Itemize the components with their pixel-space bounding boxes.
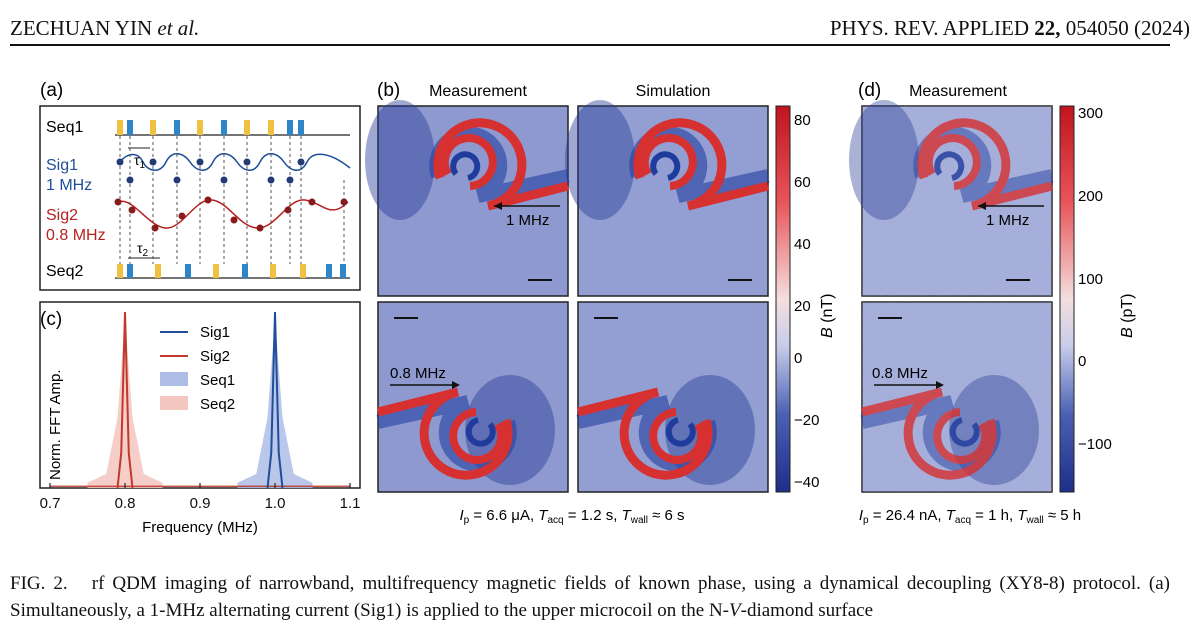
- panel-b-label: (b): [377, 80, 400, 101]
- colorbar-d-ticks: 300 200 100 0 −100: [1078, 105, 1112, 453]
- panel-b-col1-title: Measurement: [429, 83, 527, 100]
- chart-xlabel: Frequency (MHz): [142, 519, 258, 536]
- sig2-label: Sig2: [46, 207, 78, 224]
- panel-a-label: (a): [40, 80, 63, 101]
- series-seq1-area: [237, 317, 313, 488]
- sig2-waveform: [117, 199, 349, 229]
- chart-ylabel: Norm. FFT Amp.: [47, 369, 64, 480]
- figure-caption: FIG. 2. rf QDM imaging of narrowband, mu…: [10, 570, 1170, 624]
- svg-text:60: 60: [794, 174, 811, 191]
- sig1-frequency: 1 MHz: [46, 177, 92, 194]
- series-seq2-area: [87, 317, 163, 488]
- map-b-simulation-bottom: [578, 301, 769, 493]
- sig2-sample-points: [114, 196, 348, 232]
- author: ZECHUAN YIN: [10, 16, 153, 40]
- author-line: ZECHUAN YIN et al.: [10, 16, 199, 41]
- svg-text:0: 0: [1078, 353, 1086, 370]
- sig1-label: Sig1: [46, 157, 78, 174]
- journal-name: PHYS. REV. APPLIED: [829, 16, 1029, 40]
- x-tick-label-1.0: 1.0: [265, 495, 286, 512]
- svg-text:80: 80: [794, 112, 811, 129]
- d-arrow-bottom-label: 0.8 MHz: [872, 365, 928, 382]
- seq2-pulses: [117, 264, 346, 278]
- svg-text:300: 300: [1078, 105, 1103, 122]
- svg-text:0: 0: [794, 350, 802, 367]
- d-arrow-bottom-head: [936, 381, 944, 389]
- caption-fig-label: FIG. 2.: [10, 573, 68, 594]
- sampling-guides: [119, 136, 345, 264]
- legend-seq1: Seq1: [200, 372, 235, 389]
- seq1-pulses: [117, 120, 304, 135]
- et-al: et al.: [157, 16, 200, 40]
- legend-swatch-seq1: [160, 372, 188, 386]
- chart-legend: Sig1 Sig2 Seq1 Seq2: [160, 324, 235, 413]
- figure-2: (a) Seq1 Sig1 1 MHz τ1 Sig2 0.8 MHz τ2 S…: [0, 70, 1200, 540]
- x-tick-label-0.7: 0.7: [40, 495, 61, 512]
- map-d-measurement-top: [849, 100, 1052, 297]
- colorbar-b-ticks: 80 60 40 20 0 −20 −40: [794, 112, 819, 491]
- map-b-simulation-top: [565, 100, 768, 297]
- seq2-label: Seq2: [46, 263, 83, 280]
- svg-text:20: 20: [794, 298, 811, 315]
- sig2-frequency: 0.8 MHz: [46, 227, 106, 244]
- panel-d-label: (d): [858, 80, 881, 101]
- legend-sig1: Sig1: [200, 324, 230, 341]
- fft-chart: 0.7 0.8 0.9 1.0 1.1: [39, 301, 361, 512]
- b-arrow-bottom-head: [452, 381, 460, 389]
- svg-text:−40: −40: [794, 474, 819, 491]
- sig1-waveform: [119, 153, 351, 171]
- legend-seq2: Seq2: [200, 396, 235, 413]
- series-sig1-line: [266, 311, 284, 489]
- b-arrow-top-head: [494, 202, 502, 210]
- svg-text:−100: −100: [1078, 436, 1112, 453]
- x-tick-label-1.1: 1.1: [340, 495, 361, 512]
- tau2-label: τ2: [137, 240, 149, 259]
- map-b-measurement-bottom: [378, 301, 569, 493]
- map-d-measurement-bottom: [862, 301, 1053, 493]
- panel-d-params: Ip = 26.4 nA, Tacq = 1 h, Twall ≈ 5 h: [859, 507, 1081, 526]
- article-number: 054050 (2024): [1065, 16, 1190, 40]
- tau1-label: τ1: [134, 152, 146, 171]
- panel-a-frame: [39, 105, 361, 291]
- legend-swatch-seq2: [160, 396, 188, 410]
- colorbar-b: [775, 105, 791, 493]
- d-arrow-top-head: [978, 202, 986, 210]
- seq1-label: Seq1: [46, 119, 83, 136]
- caption-text-end: -diamond surface: [740, 600, 874, 621]
- panel-d-title: Measurement: [909, 83, 1007, 100]
- svg-text:40: 40: [794, 236, 811, 253]
- legend-sig2: Sig2: [200, 348, 230, 365]
- colorbar-d-label: B (pT): [1119, 294, 1136, 338]
- b-arrow-bottom-label: 0.8 MHz: [390, 365, 446, 382]
- x-tick-label-0.8: 0.8: [115, 495, 136, 512]
- journal-line: PHYS. REV. APPLIED 22, 054050 (2024): [830, 16, 1190, 41]
- map-b-measurement-top: [365, 100, 568, 297]
- panel-c-label: (c): [40, 309, 62, 330]
- panel-b-col2-title: Simulation: [636, 83, 711, 100]
- colorbar-b-label: B (nT): [819, 294, 836, 338]
- svg-text:100: 100: [1078, 271, 1103, 288]
- x-tick-label-0.9: 0.9: [190, 495, 211, 512]
- panel-b-params: Ip = 6.6 μA, Tacq = 1.2 s, Twall ≈ 6 s: [459, 507, 684, 526]
- header-rule: [10, 44, 1170, 46]
- caption-italic-v: V: [729, 600, 741, 621]
- colorbar-d: [1059, 105, 1075, 493]
- running-header: ZECHUAN YIN et al. PHYS. REV. APPLIED 22…: [10, 16, 1190, 44]
- b-arrow-top-label: 1 MHz: [506, 212, 549, 229]
- caption-text: rf QDM imaging of narrowband, multifrequ…: [10, 573, 1175, 621]
- svg-text:200: 200: [1078, 188, 1103, 205]
- series-sig2-line: [116, 311, 134, 489]
- journal-volume: 22,: [1034, 16, 1061, 40]
- d-arrow-top-label: 1 MHz: [986, 212, 1029, 229]
- svg-text:−20: −20: [794, 412, 819, 429]
